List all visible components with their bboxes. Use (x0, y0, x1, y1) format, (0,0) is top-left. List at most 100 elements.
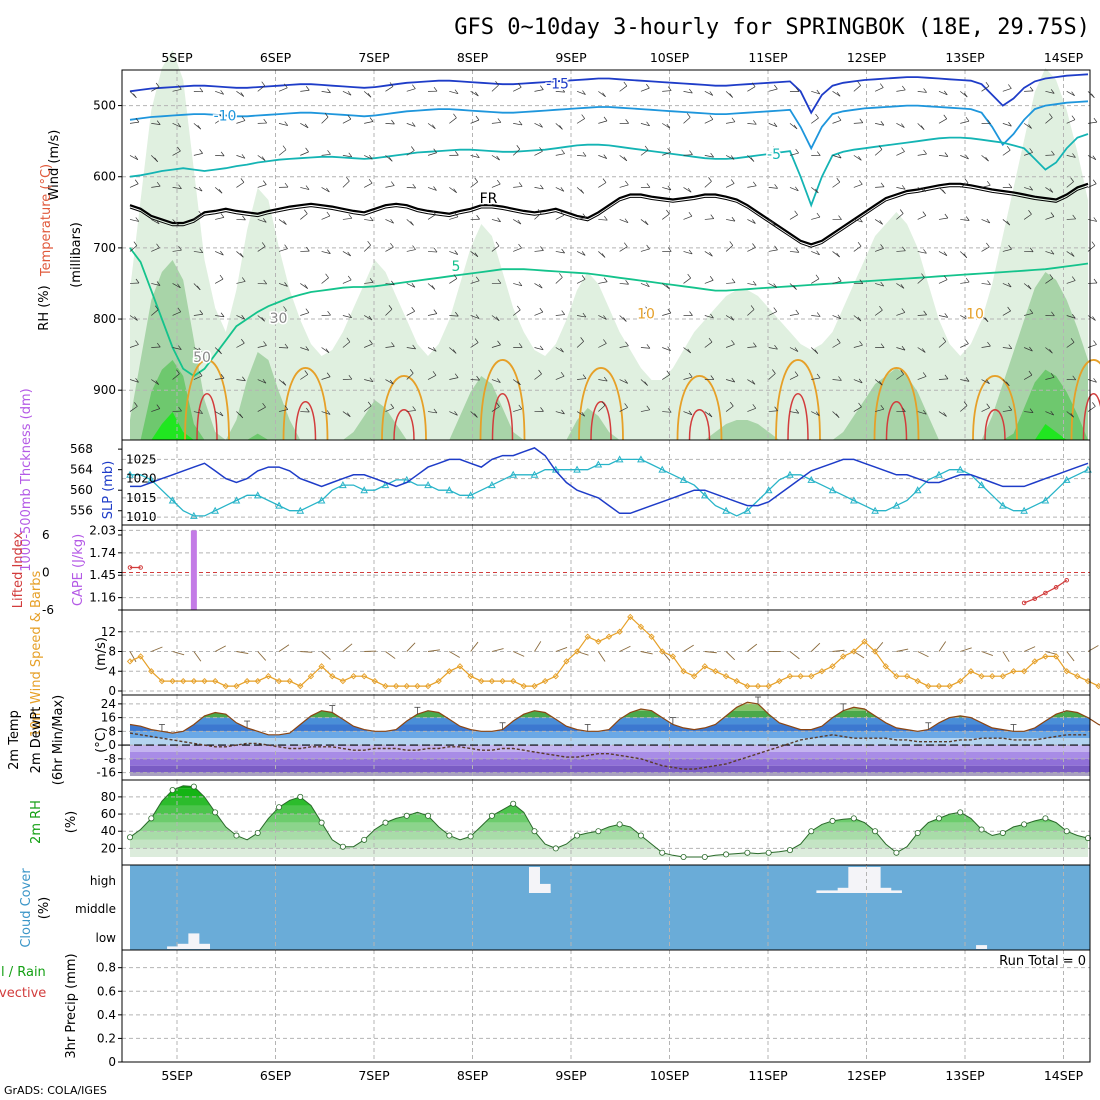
contour-label: 10 (637, 307, 655, 323)
rh-fill-band (130, 260, 1088, 440)
wind-speed-marker (318, 663, 325, 670)
wind-barb (938, 155, 948, 157)
wind-barb-flag (369, 278, 374, 283)
wind-barb (1087, 406, 1096, 412)
wind-barb (832, 91, 841, 97)
surface-wind-barb (832, 649, 845, 652)
wind-barb (1045, 377, 1055, 380)
wind-barb (619, 85, 628, 92)
rh-color-band (130, 839, 1088, 849)
isotherm-plus10-loop (873, 367, 920, 441)
rh-marker (744, 849, 751, 856)
wind-speed-marker (339, 677, 347, 685)
wind-barb-flag (965, 116, 970, 122)
wind-barb (577, 378, 587, 380)
wind-barb (768, 123, 778, 128)
rh-marker (467, 833, 474, 840)
wind-barb (619, 184, 629, 188)
wind-speed-marker (169, 677, 176, 685)
wind-barb-flag (986, 403, 990, 408)
wind-barb-flag (604, 215, 608, 221)
wind-barb (768, 88, 778, 92)
wind-barb-flag (1092, 179, 1097, 184)
day-label-top: 14SEP (1044, 50, 1084, 65)
wind-barb (555, 411, 565, 415)
wind-barb-flag (710, 152, 714, 158)
rh-marker (999, 829, 1006, 836)
wind-speed-marker (776, 677, 783, 685)
wind-speed-marker (371, 677, 378, 685)
wind-barb-flag (985, 81, 990, 87)
wind-barb-flag (582, 213, 587, 218)
wind-barb-flag (772, 369, 776, 374)
wind-barb-flag (283, 306, 287, 311)
wind-barb (768, 187, 778, 189)
wind-barb-flag (433, 247, 438, 253)
wind-barb (896, 213, 904, 220)
wind-barb-flag (199, 87, 204, 93)
isotherm-plus10-loop (1070, 359, 1100, 441)
wind-barb-flag (987, 181, 991, 186)
wind-barb-flag (710, 313, 714, 319)
wind-barb (725, 405, 734, 412)
wind-barb-flag (327, 249, 331, 254)
wind-barb-flag (326, 187, 330, 193)
wind-barb-flag (688, 211, 693, 217)
surface-wind-barb (193, 651, 202, 662)
wind-barb-flag (964, 315, 969, 320)
wind-barb (1024, 152, 1033, 156)
wind-barb-flag (987, 280, 991, 285)
wind-barb-flag (346, 412, 351, 417)
wind-barb (193, 313, 203, 316)
wind-barb (427, 374, 437, 380)
wind-speed-marker (850, 648, 857, 655)
y-tick-label: 20 (101, 841, 116, 855)
rh-marker (1042, 815, 1049, 822)
wind-barb-flag (348, 214, 353, 219)
wind-barb (619, 407, 628, 412)
wind-speed-marker (712, 668, 719, 675)
wind-barb (747, 123, 757, 125)
rh-color-band (130, 848, 1088, 857)
wind-barb-flag (666, 209, 670, 215)
wind-barb (321, 411, 331, 415)
surface-wind-barb (1066, 651, 1075, 662)
cloud-unit-label: (%) (37, 897, 52, 920)
day-label-top: 11SEP (748, 50, 788, 65)
wind-barb-flag (178, 345, 182, 350)
wind-barb-flag (517, 219, 522, 225)
wind-barb-flag (667, 86, 672, 91)
wind-barb-flag (922, 211, 927, 216)
wind-barb (981, 379, 990, 385)
wind-barb-flag (135, 217, 140, 222)
rh-marker (425, 812, 432, 819)
wind-barb (725, 245, 734, 252)
cloud-middle-label: middle (75, 902, 116, 916)
wind-barb-flag (603, 339, 607, 344)
wind-barb (406, 88, 416, 92)
wind-axis-label: Wind (m/s) (47, 130, 62, 201)
wind-barb-flag (859, 217, 863, 223)
contour-label: 50 (193, 350, 211, 366)
wind-barb-flag (580, 189, 585, 194)
wind-barb (726, 121, 736, 124)
thickness-tick-label: 568 (70, 442, 93, 456)
wind-barb-flag (1008, 344, 1013, 349)
wind-barb (449, 315, 459, 317)
wind-barb (321, 116, 329, 124)
wind-barb-flag (304, 209, 308, 214)
wind-barb-flag (581, 114, 585, 119)
thickness-tick-label: 564 (70, 463, 93, 477)
wind-speed-marker (1010, 668, 1017, 675)
wind-barb-flag (518, 281, 523, 287)
wind-barb-flag (688, 249, 693, 255)
wind-barb (853, 122, 863, 124)
slp-line (130, 447, 1089, 515)
wind-barb-flag (794, 210, 798, 215)
wind-barb-flag (474, 338, 479, 343)
y-tick-label: 40 (101, 824, 116, 838)
wind-barb (257, 85, 265, 92)
thickness-marker (637, 455, 645, 463)
wind-barb-flag (729, 93, 733, 98)
temperature-color-band (130, 765, 1090, 773)
